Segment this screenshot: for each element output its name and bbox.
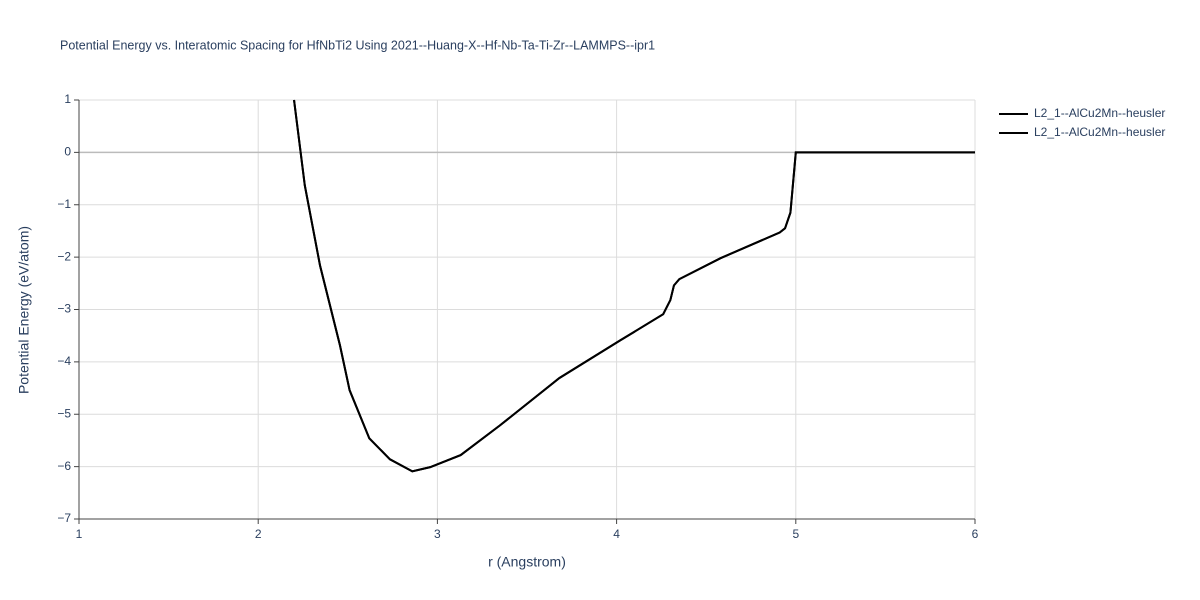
- legend-label: L2_1--AlCu2Mn--heusler: [1034, 125, 1165, 139]
- x-tick-label: 1: [76, 527, 83, 541]
- y-tick-label: −6: [57, 459, 71, 473]
- y-tick-label: 1: [64, 92, 71, 106]
- y-tick-label: −5: [57, 406, 71, 420]
- x-tick-label: 5: [792, 527, 799, 541]
- x-tick-label: 3: [434, 527, 441, 541]
- x-axis-title: r (Angstrom): [488, 554, 566, 570]
- x-tick-label: 6: [972, 527, 979, 541]
- y-tick-label: −2: [57, 249, 71, 263]
- line-series: [293, 99, 975, 473]
- legend-label: L2_1--AlCu2Mn--heusler: [1034, 106, 1165, 120]
- y-axis-title: Potential Energy (eV/atom): [16, 226, 32, 394]
- chart-title: Potential Energy vs. Interatomic Spacing…: [60, 38, 655, 52]
- y-tick-label: −7: [57, 511, 71, 525]
- line-series: [293, 99, 975, 473]
- x-tick-label: 2: [255, 527, 262, 541]
- grid: [78, 99, 976, 520]
- x-tick-label: 4: [613, 527, 620, 541]
- y-tick-label: −3: [57, 302, 71, 316]
- y-tick-label: −4: [57, 354, 71, 368]
- y-tick-label: −1: [57, 197, 71, 211]
- y-tick-label: 0: [64, 145, 71, 159]
